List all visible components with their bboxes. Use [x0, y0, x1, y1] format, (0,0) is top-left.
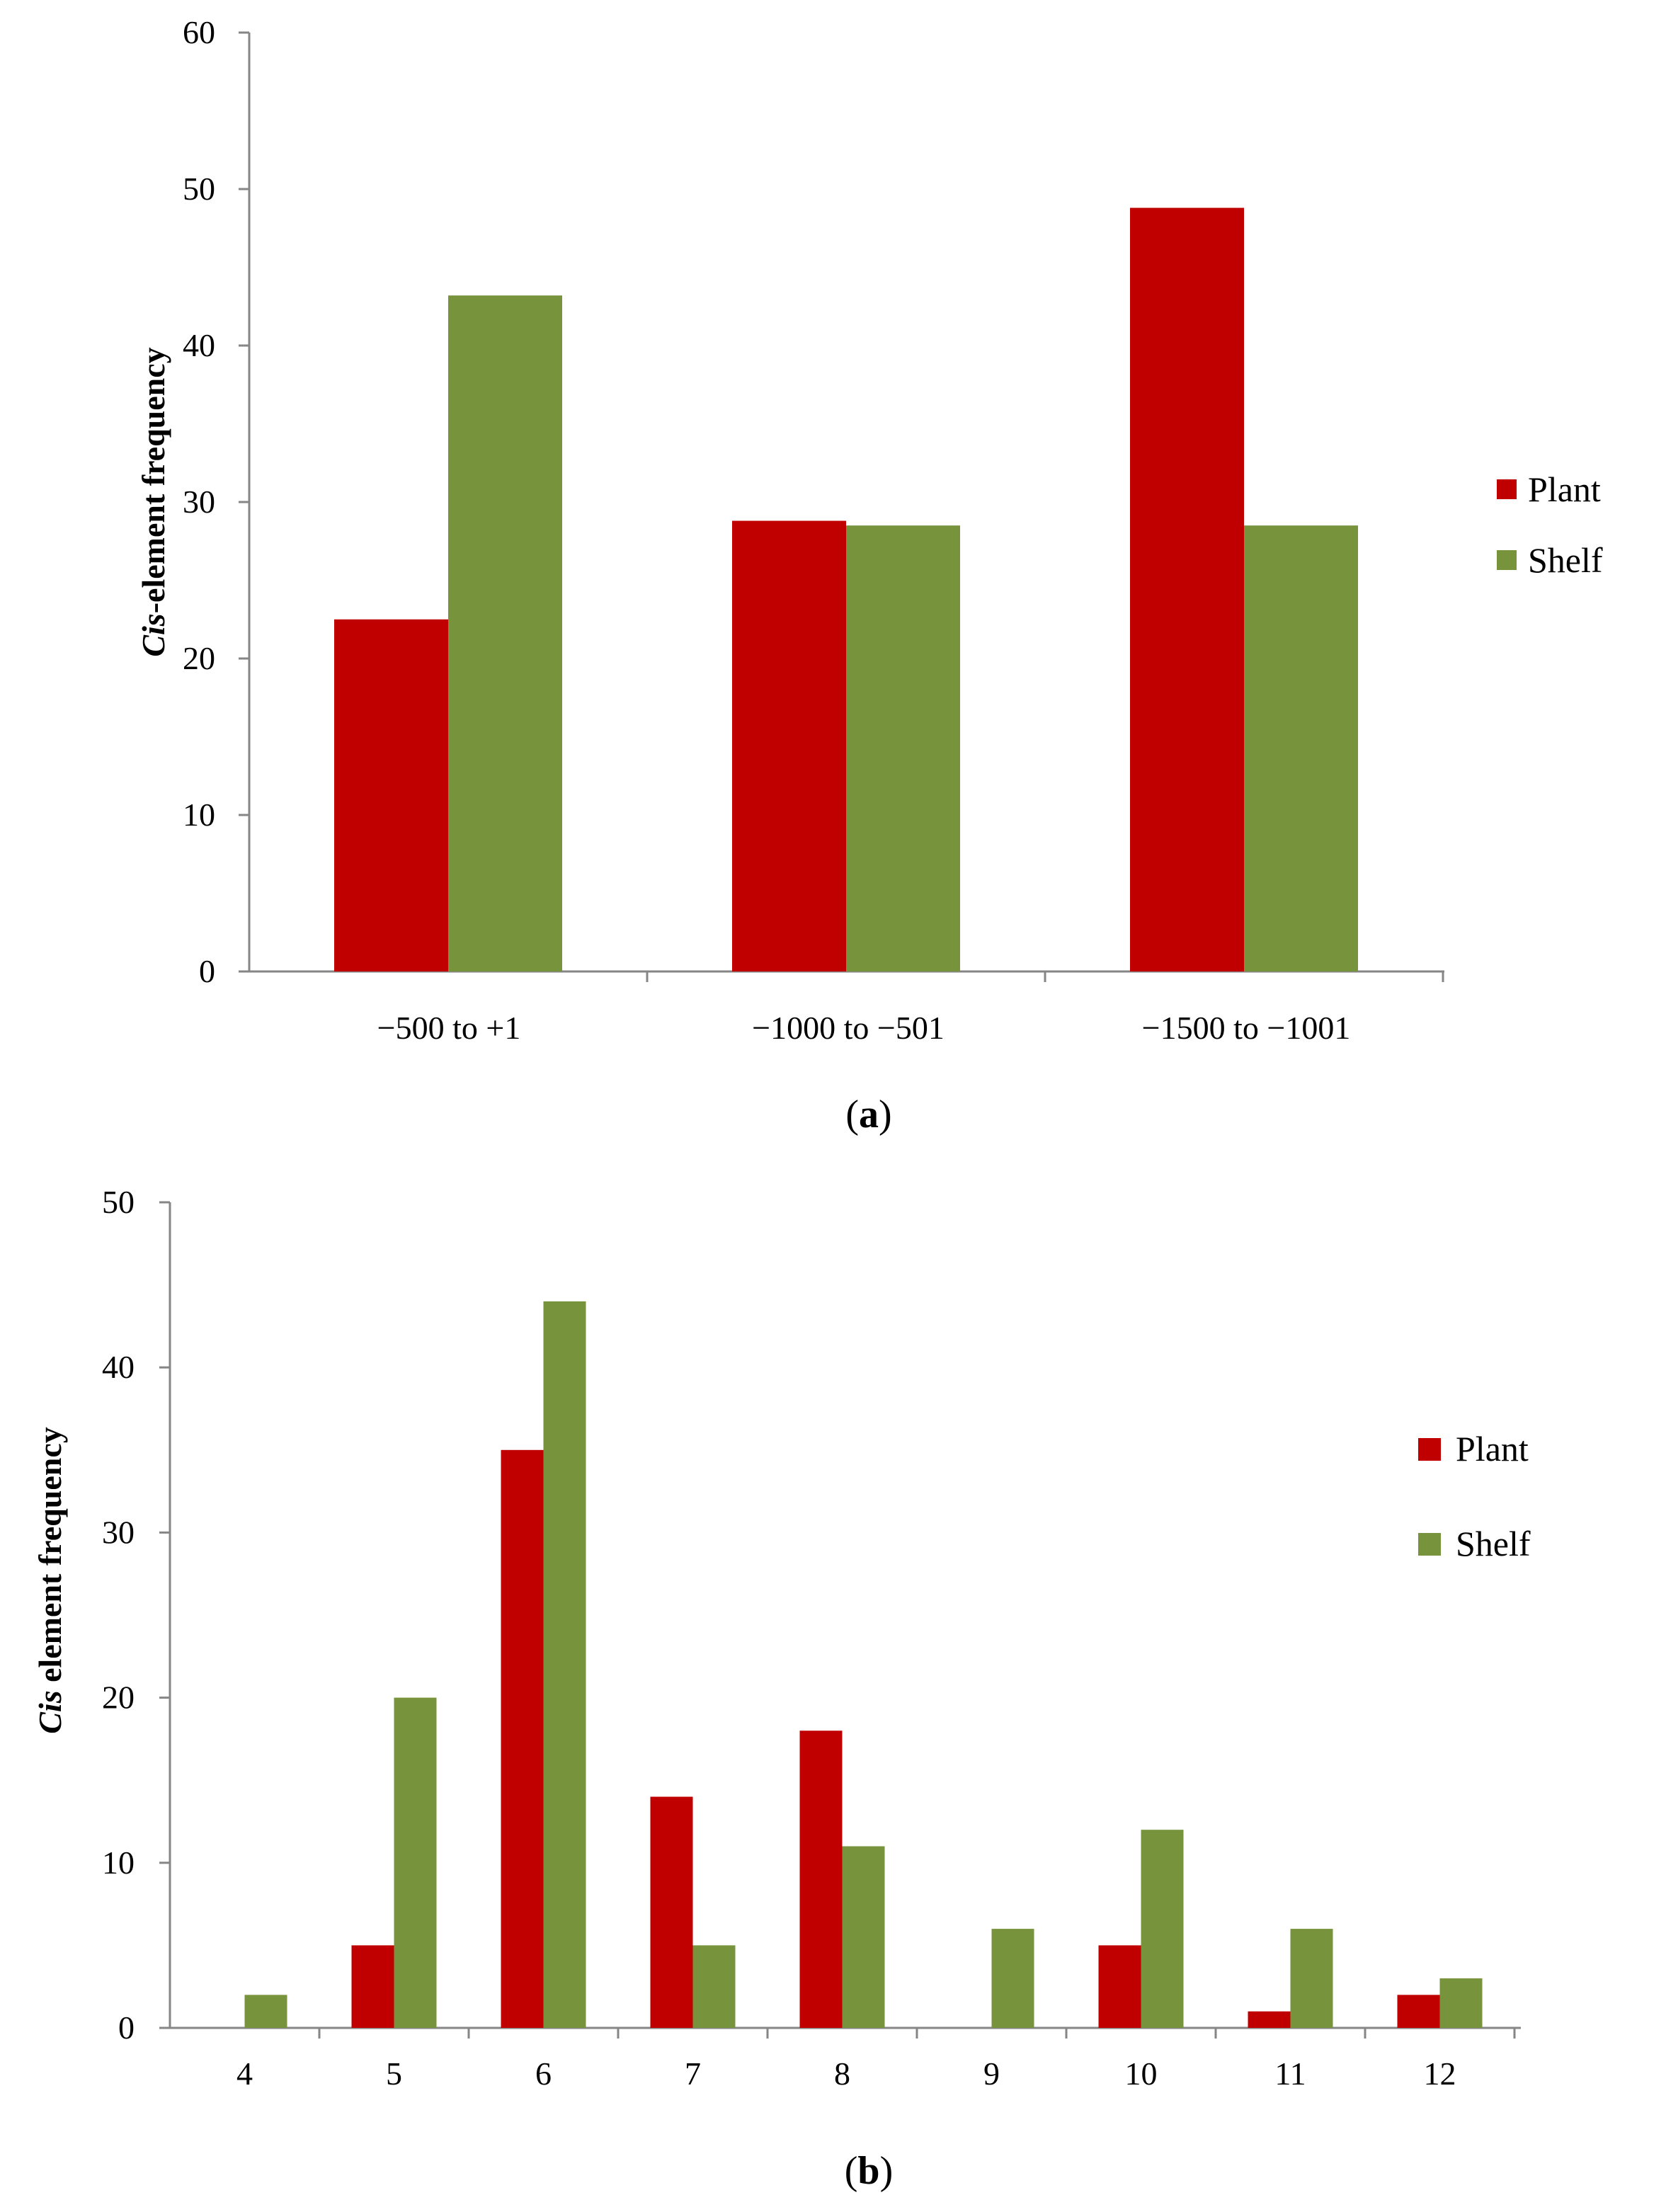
chart-b-bar-shelf [244, 1995, 287, 2028]
chart-a-category-label-2: −1000 to −501 [752, 1010, 945, 1046]
chart-a-category-label-3: −1500 to −1001 [1142, 1010, 1351, 1046]
chart-a-y-tick-label: 40 [183, 327, 215, 363]
chart-b-legend-shelf-label: Shelf [1456, 1524, 1531, 1563]
chart-b-y-ticks: 0 10 20 30 40 50 [102, 1184, 170, 2046]
chart-b-panel-label: (b) [845, 2149, 893, 2193]
chart-a-y-tick-label: 30 [183, 484, 215, 520]
chart-b-y-tick-label: 30 [102, 1514, 135, 1550]
chart-a-category-label-1: −500 to +1 [377, 1010, 521, 1046]
chart-b: 0 10 20 30 40 50 4 5 6 7 8 9 10 11 12 Cis element fre… [32, 1184, 1531, 2193]
chart-b-category-label: 9 [983, 2056, 1000, 2092]
chart-a-bar-plant [334, 619, 448, 971]
chart-b-category-label: 5 [386, 2056, 402, 2092]
chart-b-bar-shelf [543, 1301, 586, 2028]
chart-b-bar-shelf [991, 1929, 1034, 2028]
chart-b-bar-plant [1248, 2011, 1291, 2028]
chart-a-legend-shelf-swatch [1497, 550, 1517, 570]
chart-b-bar-shelf [394, 1697, 437, 2028]
chart-b-bar-plant [650, 1796, 693, 2028]
chart-b-legend-plant-label: Plant [1456, 1429, 1529, 1469]
chart-b-bar-plant [1397, 1995, 1440, 2028]
chart-b-bar-plant [501, 1449, 544, 2028]
chart-b-bar-shelf [842, 1846, 885, 2028]
chart-b-category-label: 8 [834, 2056, 850, 2092]
chart-b-legend-plant-swatch [1418, 1438, 1441, 1461]
chart-b-y-tick-label: 0 [118, 2009, 135, 2046]
chart-a-bar-plant [1130, 207, 1244, 971]
chart-a-y-tick-label: 10 [183, 797, 215, 833]
chart-b-category-label: 4 [236, 2056, 253, 2092]
chart-b-bar-plant [351, 1945, 394, 2028]
chart-a-bars [334, 207, 1358, 971]
chart-b-legend-shelf-swatch [1418, 1533, 1441, 1556]
chart-a-bar-shelf [448, 295, 562, 971]
chart-b-bar-plant [1098, 1945, 1141, 2028]
chart-a-bar-plant [732, 520, 846, 971]
chart-b-y-tick-label: 10 [102, 1845, 135, 1881]
chart-a-category-labels: −500 to +1 −1000 to −501 −1500 to −1001 [377, 1010, 1351, 1046]
chart-a-legend: Plant Shelf [1497, 469, 1603, 580]
chart-b-y-tick-label: 40 [102, 1349, 135, 1385]
chart-a-y-ticks: 0 10 20 30 40 50 60 [183, 14, 249, 989]
chart-b-y-tick-label: 50 [102, 1184, 135, 1220]
chart-b-legend: Plant Shelf [1418, 1429, 1531, 1563]
chart-b-category-label: 7 [685, 2056, 701, 2092]
chart-b-category-label: 10 [1125, 2056, 1158, 2092]
chart-a-y-tick-label: 0 [199, 953, 215, 989]
chart-a-panel-label: (a) [845, 1093, 891, 1136]
chart-a-x-ticks [646, 971, 1444, 982]
chart-a-y-tick-label: 50 [183, 171, 215, 207]
chart-b-bar-shelf [1439, 1978, 1483, 2028]
chart-b-bar-shelf [1141, 1830, 1184, 2028]
chart-b-bars [244, 1301, 1483, 2028]
chart-a-bar-shelf [1244, 525, 1358, 971]
chart-b-category-labels: 4 5 6 7 8 9 10 11 12 [236, 2056, 1456, 2092]
chart-b-y-axis-label: Cis element frequency [32, 1427, 68, 1734]
chart-b-bar-plant [799, 1731, 843, 2028]
chart-a-y-axis-label: Cis-element frequency [135, 347, 171, 656]
chart-b-category-label: 6 [535, 2056, 552, 2092]
chart-b-category-label: 11 [1274, 2056, 1306, 2092]
chart-a-legend-plant-swatch [1497, 479, 1517, 499]
chart-b-y-tick-label: 20 [102, 1680, 135, 1716]
chart-b-x-ticks [318, 2028, 1516, 2039]
chart-b-category-label: 12 [1424, 2056, 1456, 2092]
chart-a: 0 10 20 30 40 50 60 −500 to +1 −1000 to −501 −… [135, 14, 1603, 1136]
chart-a-y-tick-label: 20 [183, 640, 215, 676]
chart-a-legend-plant-label: Plant [1528, 469, 1601, 509]
chart-a-y-tick-label: 60 [183, 14, 215, 50]
chart-b-bar-shelf [692, 1945, 736, 2028]
chart-a-bar-shelf [846, 525, 960, 971]
chart-b-bar-shelf [1290, 1929, 1333, 2028]
chart-a-legend-shelf-label: Shelf [1528, 540, 1603, 580]
